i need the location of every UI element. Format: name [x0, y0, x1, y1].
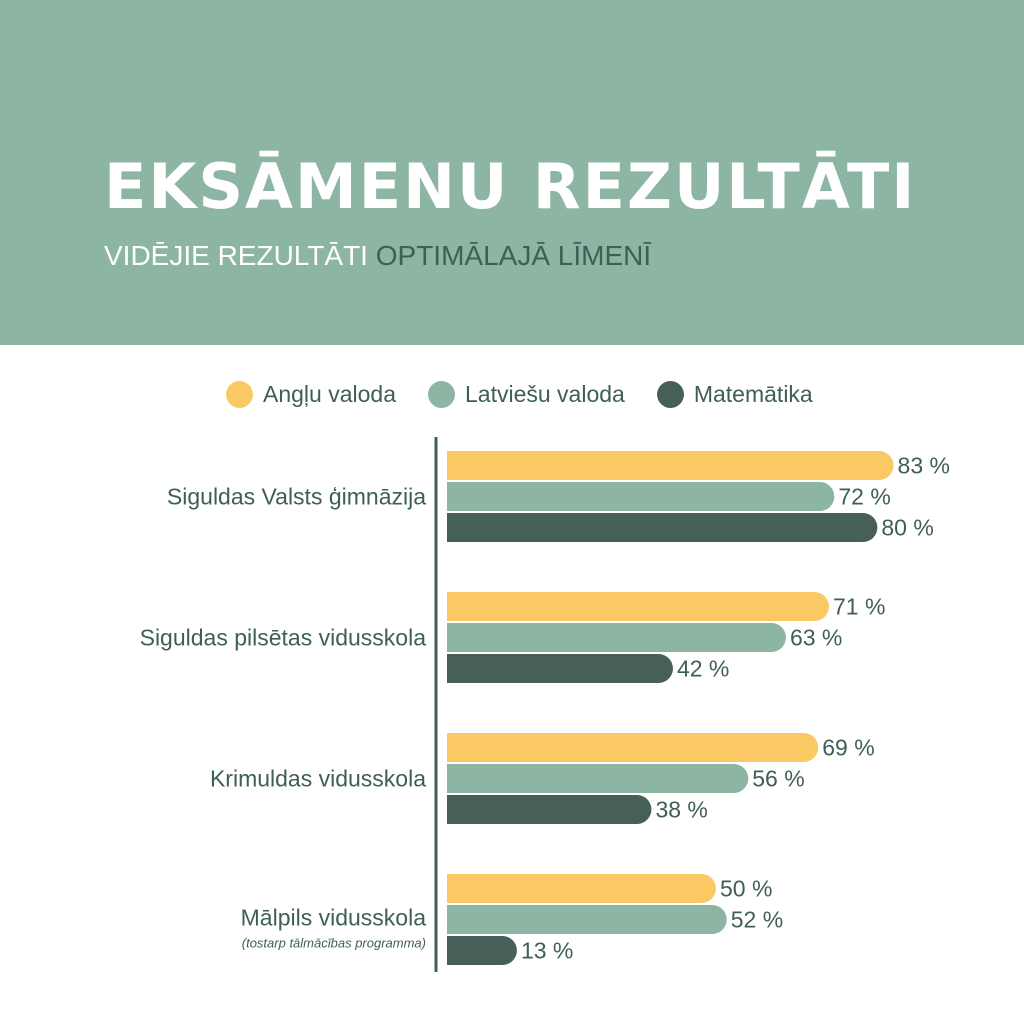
- page-subtitle: VIDĒJIE REZULTĀTI OPTIMĀLAJĀ LĪMENĪ: [104, 240, 651, 272]
- bar: [447, 733, 819, 762]
- bar: [447, 513, 878, 542]
- legend-item-english: Angļu valoda: [226, 380, 396, 408]
- data-label: 72 %: [838, 484, 890, 510]
- legend-dot-icon: [656, 380, 684, 408]
- bar: [447, 905, 727, 934]
- data-label: 38 %: [655, 797, 707, 823]
- data-label: 83 %: [898, 453, 950, 479]
- category-note: (tostarp tālmācības programma): [242, 936, 426, 951]
- bar: [447, 623, 786, 652]
- bar: [447, 654, 673, 683]
- legend-label: Matemātika: [693, 380, 813, 407]
- legend-label: Angļu valoda: [263, 380, 396, 407]
- legend-label: Latviešu valoda: [465, 380, 625, 407]
- bar: [447, 936, 517, 965]
- bar: [447, 592, 829, 621]
- data-label: 63 %: [790, 625, 842, 651]
- data-label: 50 %: [720, 876, 772, 902]
- bar: [447, 451, 894, 480]
- subtitle-part-1: VIDĒJIE REZULTĀTI: [104, 240, 368, 271]
- data-label: 71 %: [833, 594, 885, 620]
- category-label: Siguldas Valsts ģimnāzija: [167, 484, 426, 510]
- bar: [447, 874, 716, 903]
- subtitle-part-2: OPTIMĀLAJĀ LĪMENĪ: [375, 240, 652, 271]
- bar: [447, 764, 749, 793]
- header-banner: EKSĀMENU REZULTĀTI VIDĒJIE REZULTĀTI OPT…: [0, 0, 1024, 345]
- data-label: 42 %: [677, 656, 729, 682]
- category-label: Krimuldas vidusskola: [210, 766, 426, 792]
- data-label: 69 %: [822, 735, 874, 761]
- category-label: Mālpils vidusskola: [241, 905, 427, 931]
- category-label: Siguldas pilsētas vidusskola: [140, 625, 427, 651]
- data-label: 13 %: [521, 938, 573, 964]
- legend-item-math: Matemātika: [656, 380, 813, 408]
- bar: [447, 482, 835, 511]
- data-label: 80 %: [881, 515, 933, 541]
- data-label: 56 %: [752, 766, 804, 792]
- legend-item-latvian: Latviešu valoda: [428, 380, 625, 408]
- legend-dot-icon: [226, 380, 253, 408]
- legend-dot-icon: [428, 380, 455, 408]
- bar: [447, 795, 652, 824]
- chart-legend: Angļu valoda Latviešu valoda Matemātika: [226, 378, 813, 410]
- page-title: EKSĀMENU REZULTĀTI: [104, 150, 917, 223]
- data-label: 52 %: [731, 907, 783, 933]
